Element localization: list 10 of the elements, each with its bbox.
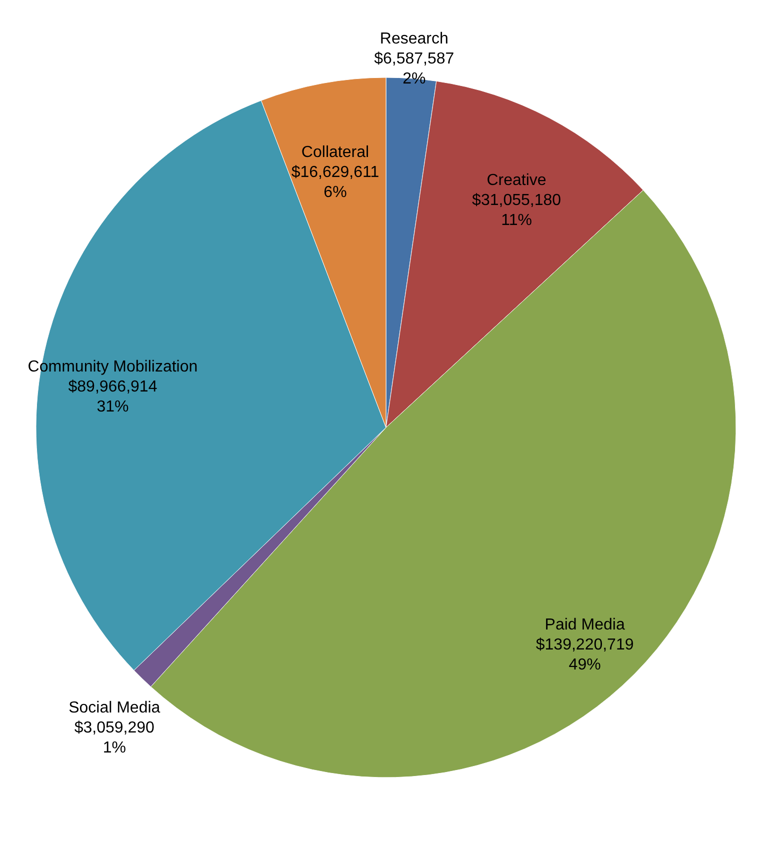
data-label: $31,055,180 11%	[472, 192, 562, 229]
slice-label: Creative	[486, 172, 546, 189]
slice-label: Collateral	[301, 144, 370, 162]
slice-label: Social Media	[68, 699, 160, 716]
data-label: $139,220,719 49%	[536, 636, 634, 674]
slice-label: Paid Media	[544, 616, 625, 634]
slice-label: Research	[380, 30, 448, 48]
data-label: $89,966,914 31%	[68, 378, 158, 416]
data-label: $3,059,290 1%	[74, 719, 155, 756]
data-label: $16,629,611 6%	[291, 164, 380, 202]
